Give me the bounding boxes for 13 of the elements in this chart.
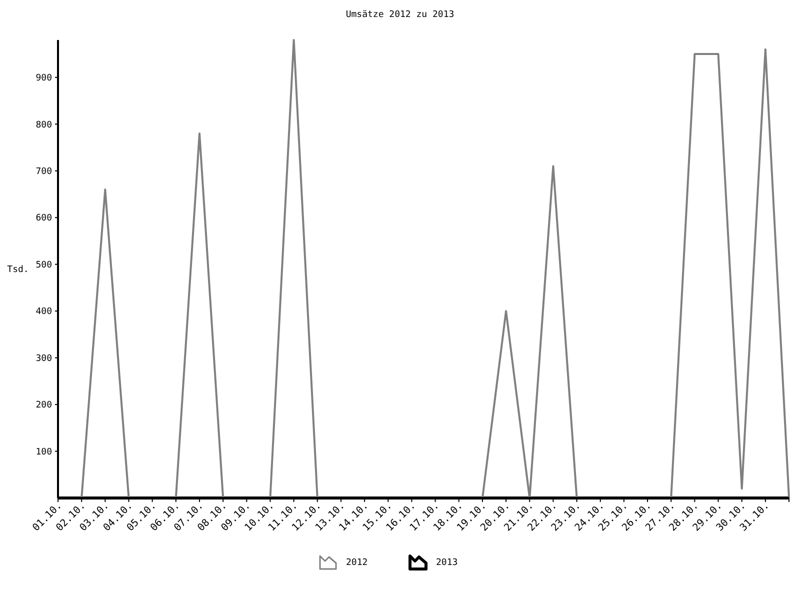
chart-title: Umsätze 2012 zu 2013 xyxy=(346,10,454,20)
y-tick-label: 100 xyxy=(36,447,52,458)
y-tick-label: 900 xyxy=(36,74,52,84)
y-tick-label: 400 xyxy=(36,307,52,318)
y-axis-title: Tsd. xyxy=(7,265,29,275)
y-tick-label: 300 xyxy=(36,354,52,364)
y-tick-label: 600 xyxy=(36,214,52,224)
y-tick-label: 500 xyxy=(36,260,52,270)
y-tick-label: 800 xyxy=(36,120,52,130)
y-tick-label: 200 xyxy=(36,400,52,411)
legend-label: 2013 xyxy=(436,558,458,568)
y-tick-label: 700 xyxy=(36,167,52,178)
legend-label: 2012 xyxy=(346,558,368,568)
